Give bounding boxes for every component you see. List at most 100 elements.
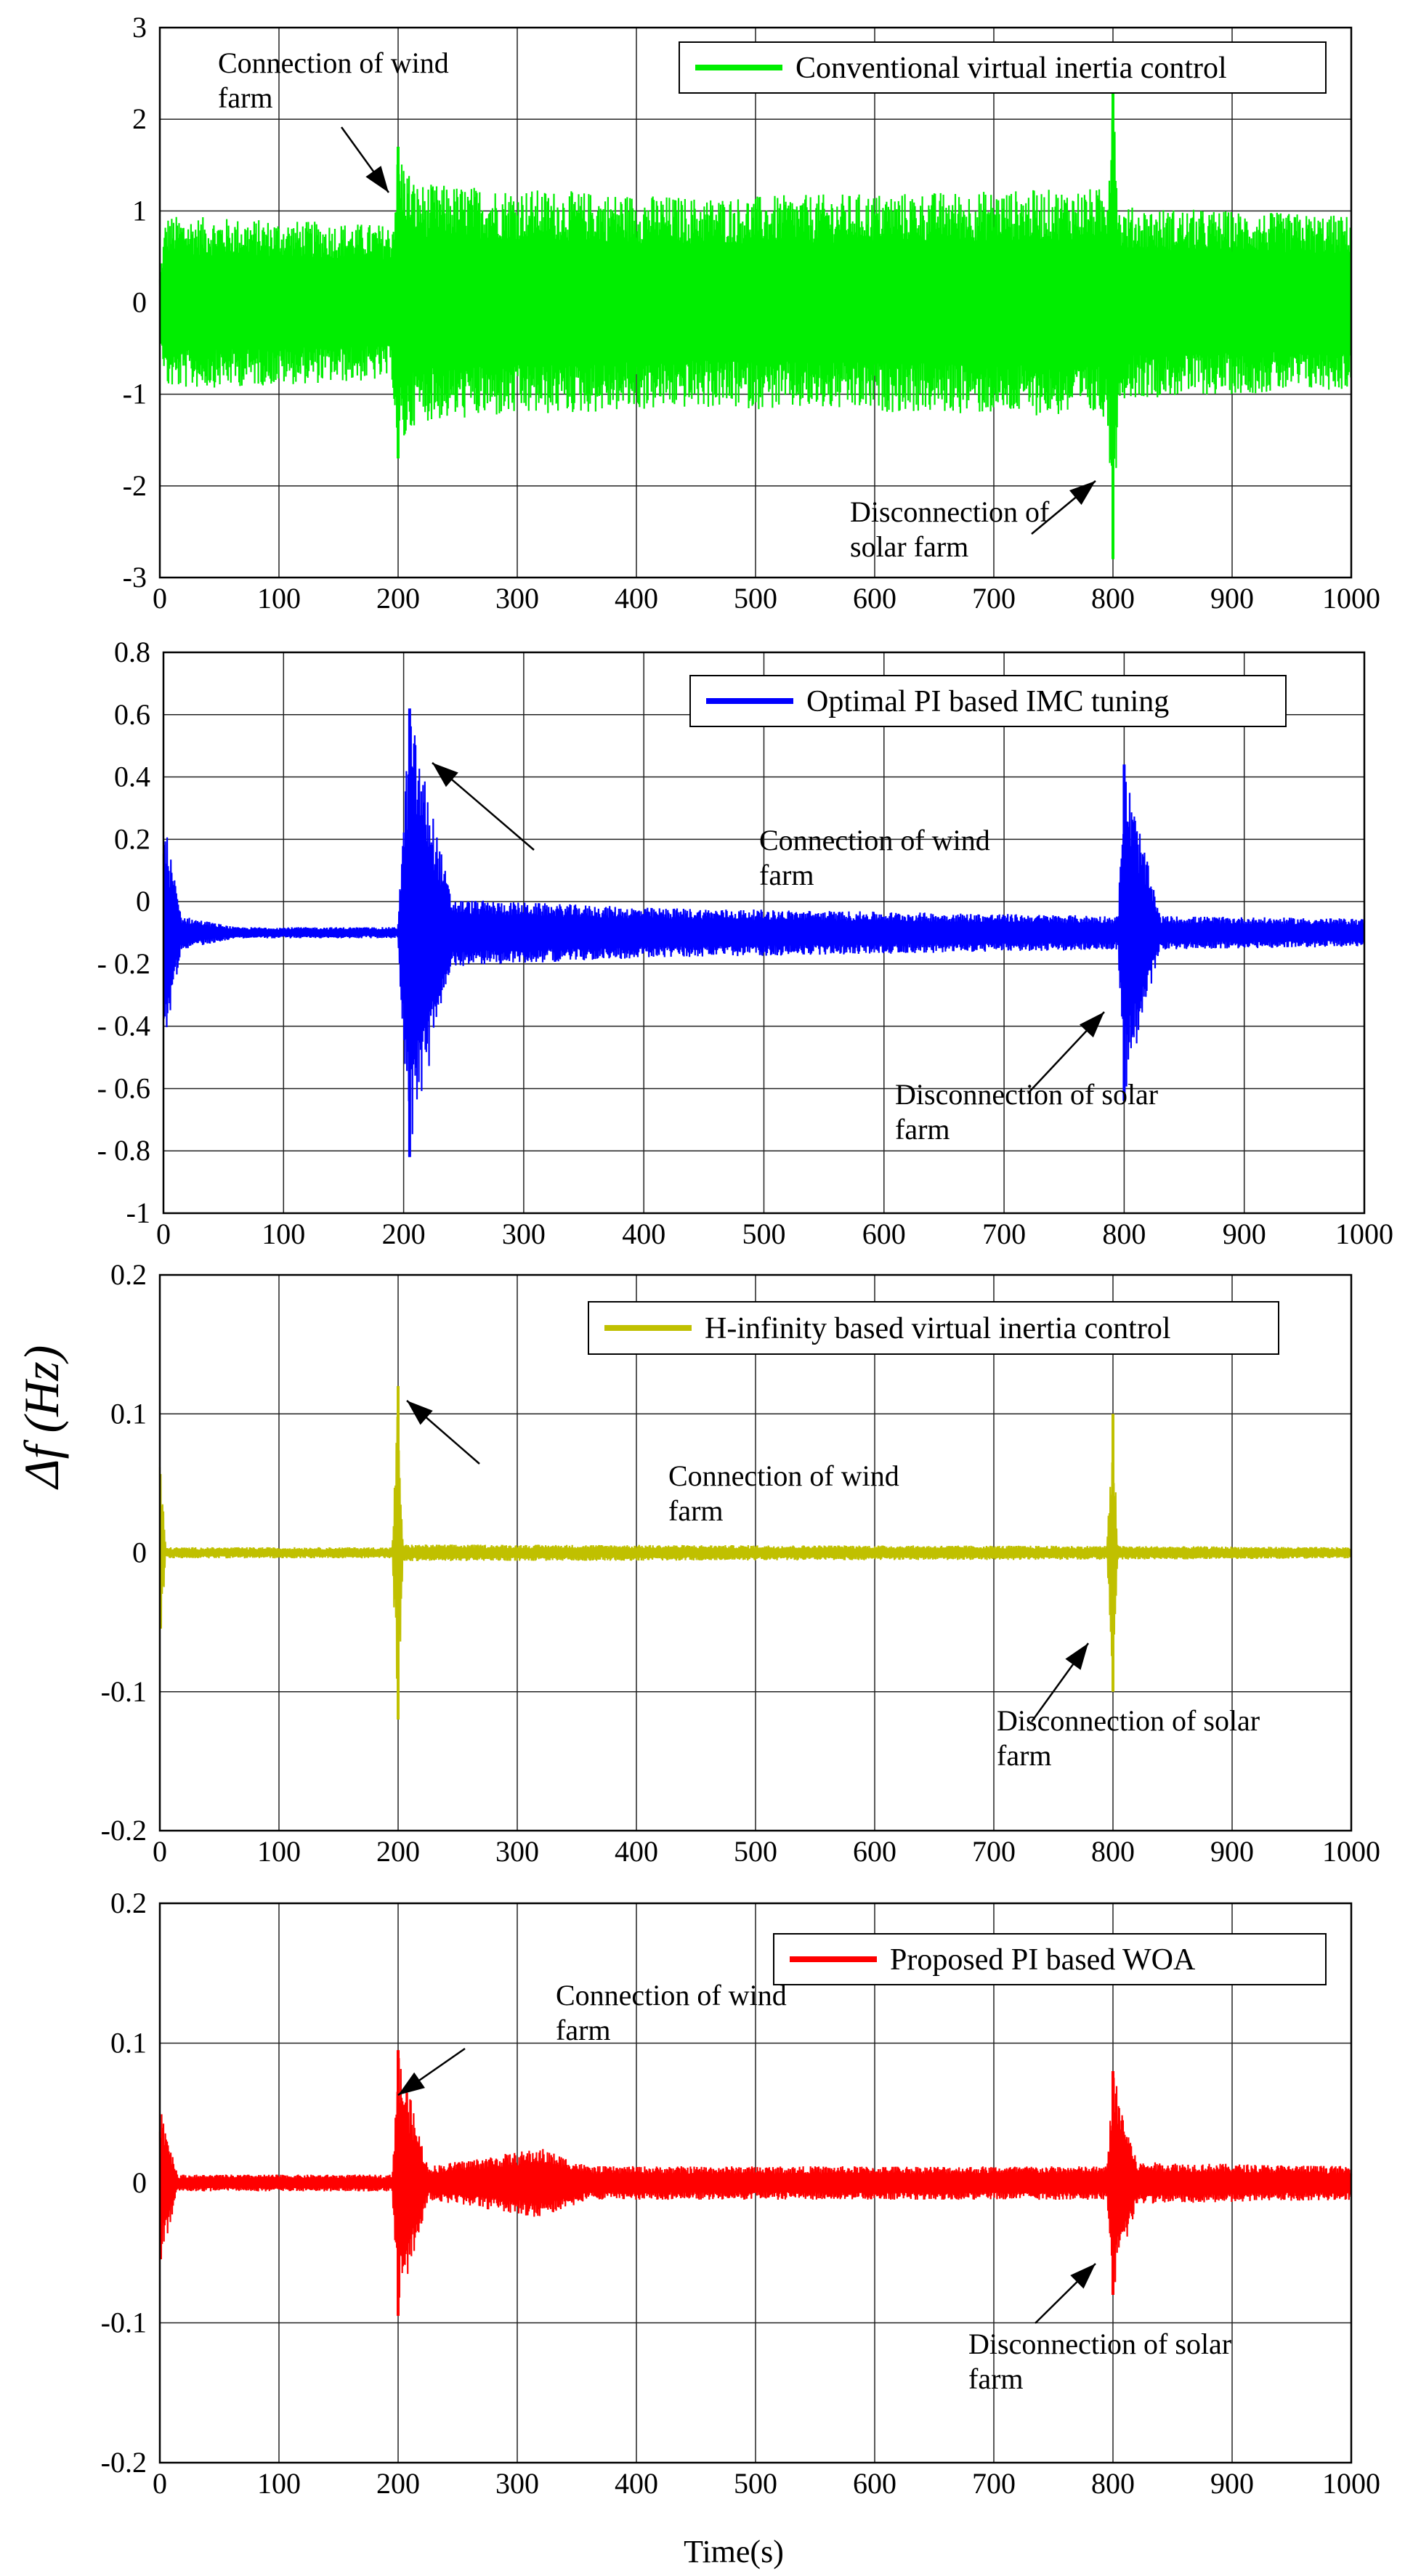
x-tick-label: 900 <box>1210 2467 1254 2500</box>
y-tick-label: -3 <box>123 561 147 594</box>
plot-frame <box>158 1273 1353 1832</box>
x-tick-label: 500 <box>742 1218 786 1250</box>
annotation-text: farm <box>997 1739 1052 1772</box>
annotation-text: solar farm <box>850 530 968 563</box>
x-tick-label: 300 <box>495 1835 539 1868</box>
y-tick-label: 0.2 <box>110 1258 147 1291</box>
chart-panel-2: 0 100 200 300 400 500 600 700 800 900 1000 0.8 0.6 0.… <box>97 636 1393 1250</box>
series-line <box>158 1417 1353 1698</box>
y-tick-label: 0.8 <box>114 636 150 668</box>
legend-box <box>689 675 1287 727</box>
y-tick-label: - 0.6 <box>97 1072 150 1104</box>
x-tick-label: 500 <box>734 582 777 615</box>
y-tick-label: 0.6 <box>114 698 150 731</box>
y-tick-label: 0.2 <box>114 822 150 855</box>
annotation-text: Disconnection of solar <box>895 1078 1158 1111</box>
y-tick-label: 0 <box>132 286 147 319</box>
x-tick-label: 0 <box>153 582 167 615</box>
x-tick-label: 900 <box>1223 1218 1266 1250</box>
x-tick-label: 200 <box>376 582 420 615</box>
x-tick-label: 400 <box>615 2467 658 2500</box>
x-tick-label: 1000 <box>1322 1835 1380 1868</box>
annotation-text: farm <box>759 859 814 891</box>
annotation-text: farm <box>668 1494 724 1527</box>
y-tick-label: - 0.4 <box>97 1010 150 1042</box>
x-tick-label: 400 <box>622 1218 665 1250</box>
x-tick-label: 1000 <box>1322 582 1380 615</box>
x-tick-label: 300 <box>495 2467 539 2500</box>
x-tick-label: 800 <box>1102 1218 1146 1250</box>
y-tick-label: -1 <box>123 378 147 410</box>
annotation-text: farm <box>556 2014 611 2046</box>
x-tick-label: 900 <box>1210 582 1254 615</box>
x-tick-label: 500 <box>734 2467 777 2500</box>
y-tick-label: -0.1 <box>101 1675 147 1708</box>
legend-box <box>588 1301 1279 1355</box>
x-tick-label: 100 <box>257 582 301 615</box>
x-tick-label: 600 <box>853 2467 896 2500</box>
chart-panel-3: 0 100 200 300 400 500 600 700 800 900 10000.20.10-… <box>101 1258 1380 1868</box>
annotation-text: Disconnection of <box>850 495 1050 528</box>
x-tick-label: 700 <box>972 582 1016 615</box>
annotation-text: Connection of wind <box>556 1979 787 2012</box>
x-tick-label: 800 <box>1091 1835 1135 1868</box>
y-tick-label: 0 <box>132 1536 147 1569</box>
y-tick-label: -0.1 <box>101 2306 147 2339</box>
y-tick-label: 0.1 <box>110 1397 147 1430</box>
x-tick-label: 700 <box>982 1218 1026 1250</box>
annotation-arrow-head <box>1070 2264 1096 2289</box>
legend-box <box>679 41 1327 94</box>
y-tick-label: - 0.2 <box>97 947 150 980</box>
y-tick-label: 0 <box>136 885 150 918</box>
annotation-arrow-head <box>432 763 458 787</box>
y-tick-label: 0.2 <box>110 1887 147 1919</box>
x-tick-label: 600 <box>853 1835 896 1868</box>
annotation-text: Connection of wind <box>218 46 449 79</box>
y-tick-label: 3 <box>132 11 147 44</box>
y-tick-label: 2 <box>132 102 147 135</box>
annotation-arrow-head <box>1069 481 1096 505</box>
x-tick-label: 900 <box>1210 1835 1254 1868</box>
legend-label: H-infinity based virtual inertia control <box>705 1312 1170 1345</box>
x-tick-label: 800 <box>1091 2467 1135 2500</box>
x-tick-label: 700 <box>972 1835 1016 1868</box>
figure-y-axis-label: Δf (Hz) <box>14 1345 69 1491</box>
figure-x-axis-label: Time(s) <box>684 2534 784 2569</box>
x-tick-label: 600 <box>853 582 896 615</box>
y-tick-label: 0.1 <box>110 2027 147 2059</box>
annotation-text: Disconnection of solar <box>997 1704 1260 1737</box>
x-tick-label: 800 <box>1091 582 1135 615</box>
plot-frame <box>158 1902 1353 2464</box>
x-tick-label: 0 <box>153 1835 167 1868</box>
legend-label: Conventional virtual inertia control <box>795 52 1227 85</box>
annotation-arrow-head <box>365 166 389 193</box>
legend-label: Proposed PI based WOA <box>890 1943 1196 1977</box>
x-tick-label: 200 <box>376 2467 420 2500</box>
x-tick-label: 700 <box>972 2467 1016 2500</box>
series-line <box>158 100 1353 548</box>
y-tick-label: -1 <box>126 1196 150 1229</box>
y-tick-label: 0.4 <box>114 761 150 793</box>
annotation-arrow-head <box>1065 1643 1088 1670</box>
y-tick-label: -0.2 <box>101 2446 147 2479</box>
annotation-arrow-head <box>1079 1012 1104 1038</box>
x-tick-label: 0 <box>153 2467 167 2500</box>
y-tick-label: 1 <box>132 194 147 227</box>
x-tick-label: 600 <box>862 1218 906 1250</box>
annotation-text: Connection of wind <box>759 824 990 856</box>
x-tick-label: 100 <box>262 1218 305 1250</box>
series-line <box>162 726 1366 1154</box>
y-tick-label: - 0.8 <box>97 1134 150 1167</box>
series-line <box>158 2058 1353 2298</box>
annotation-text: Connection of wind <box>668 1459 899 1492</box>
x-tick-label: 400 <box>615 582 658 615</box>
annotation-text: Disconnection of solar <box>968 2328 1231 2360</box>
annotation-text: farm <box>218 81 273 114</box>
annotation-text: farm <box>895 1113 950 1146</box>
x-tick-label: 100 <box>257 2467 301 2500</box>
chart-panel-1: 0 100 200 300 400 500 600 700 800 900 1000 3 2 1 0 -1 -2… <box>123 11 1380 615</box>
annotation-arrow-head <box>407 1401 433 1425</box>
x-tick-label: 0 <box>156 1218 171 1250</box>
x-tick-label: 1000 <box>1322 2467 1380 2500</box>
